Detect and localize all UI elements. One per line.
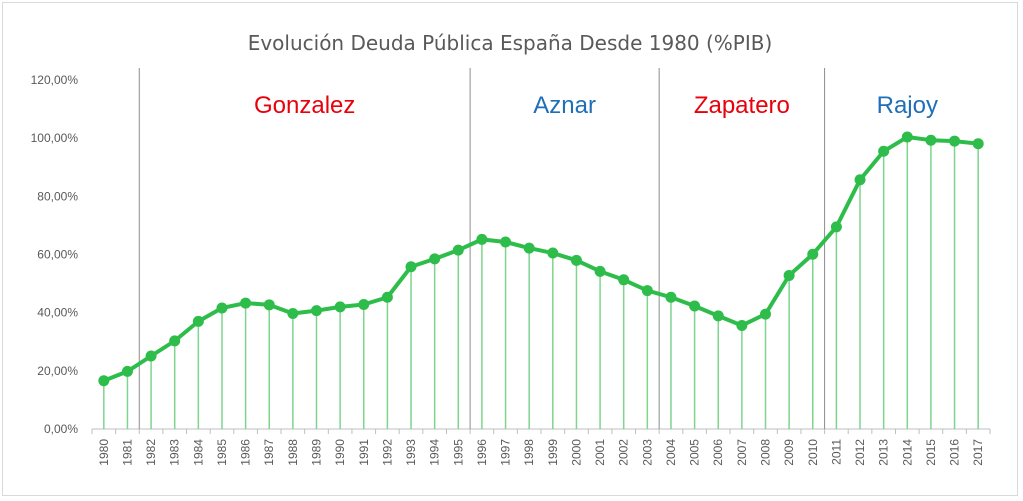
x-tick-label: 1984 [191, 439, 205, 466]
era-label: Zapatero [694, 92, 790, 119]
era-label: Gonzalez [254, 92, 355, 119]
data-point [570, 254, 582, 266]
x-tick-label: 1981 [120, 439, 134, 466]
data-point [311, 305, 322, 317]
data-point [760, 308, 771, 320]
data-point [830, 221, 842, 233]
x-tick-label: 2012 [853, 439, 867, 466]
x-tick-label: 2007 [735, 439, 749, 466]
data-point [736, 319, 748, 331]
data-point [263, 299, 275, 311]
data-point [618, 274, 630, 286]
x-tick-label: 2005 [688, 439, 702, 466]
plot-area: 0,00% 20,00% 40,00% 60,00% 80,00% 100,00% 120,… [31, 68, 991, 466]
data-point [429, 253, 441, 265]
y-tick-label: 120,00% [31, 73, 79, 87]
y-tick-label: 20,00% [37, 364, 78, 378]
data-point [783, 269, 795, 281]
chart-frame [2, 2, 1018, 496]
x-tick-label: 1993 [404, 439, 418, 466]
x-tick-label: 1982 [144, 439, 158, 466]
data-point [878, 145, 890, 157]
data-point [500, 236, 512, 248]
x-tick-label: 1999 [546, 439, 560, 466]
y-tick-label: 60,00% [37, 248, 78, 262]
data-point [972, 138, 984, 150]
x-tick-label: 2011 [829, 439, 843, 465]
x-tick-label: 2003 [640, 439, 654, 466]
data-point [807, 248, 819, 260]
series-line [103, 135, 979, 383]
data-point [121, 365, 133, 377]
chart-title: Evolución Deuda Pública España Desde 198… [248, 31, 773, 55]
x-tick-label: 1983 [168, 439, 182, 466]
y-tick-label: 100,00% [31, 131, 79, 145]
data-point [712, 310, 724, 322]
x-tick-label: 1994 [428, 439, 442, 466]
x-tick-label: 2001 [593, 439, 607, 466]
x-tick-label: 1997 [499, 439, 513, 466]
x-tick-label: 2014 [900, 439, 914, 466]
x-tick-label: 2015 [924, 439, 938, 466]
data-point [523, 242, 535, 254]
data-point [476, 233, 488, 245]
data-point [901, 131, 913, 143]
x-tick-label: 1991 [357, 439, 371, 466]
data-point [405, 261, 417, 273]
y-tick-label: 80,00% [37, 189, 78, 203]
y-tick-label: 40,00% [37, 306, 78, 320]
x-tick-label: 2010 [806, 439, 820, 466]
x-tick-label: 2004 [664, 439, 678, 466]
x-tick-label: 2017 [971, 439, 985, 466]
x-tick-label: 1996 [475, 439, 489, 466]
data-point [641, 285, 653, 297]
era-label: Aznar [533, 92, 596, 119]
x-tick-label: 2006 [711, 439, 725, 466]
data-point [594, 265, 606, 277]
data-point [689, 300, 701, 312]
data-point [169, 335, 181, 347]
data-point [925, 134, 937, 146]
data-point [665, 291, 677, 303]
x-tick-label: 1990 [333, 439, 347, 466]
x-tick-label: 2008 [759, 439, 773, 466]
x-tick-label: 2016 [948, 439, 962, 466]
y-tick-label: 0,00% [44, 422, 78, 436]
data-point [216, 302, 228, 314]
x-tick-label: 1992 [380, 439, 394, 466]
data-point [547, 247, 559, 259]
data-point [334, 301, 346, 313]
x-tick-label: 1988 [286, 439, 300, 466]
x-tick-label: 2009 [782, 439, 796, 466]
x-tick-label: 2002 [617, 439, 631, 466]
x-tick-label: 1987 [262, 439, 276, 466]
x-tick-label: 1989 [310, 439, 324, 466]
data-point [240, 297, 252, 309]
data-point [98, 375, 110, 387]
data-point [452, 244, 464, 256]
x-tick-label: 2000 [569, 439, 583, 466]
x-tick-label: 2013 [877, 439, 891, 466]
era-label: Rajoy [877, 92, 938, 119]
x-tick-label: 1998 [522, 439, 536, 466]
data-point [287, 308, 299, 320]
data-point [145, 350, 157, 362]
x-tick-label: 1995 [451, 439, 465, 466]
x-tick-label: 1980 [97, 439, 111, 466]
data-point [381, 291, 393, 303]
data-point [358, 299, 370, 311]
x-tick-label: 1986 [239, 439, 253, 466]
data-point [192, 315, 204, 327]
data-point [949, 135, 961, 147]
data-point [854, 174, 866, 186]
x-tick-label: 1985 [215, 439, 229, 466]
